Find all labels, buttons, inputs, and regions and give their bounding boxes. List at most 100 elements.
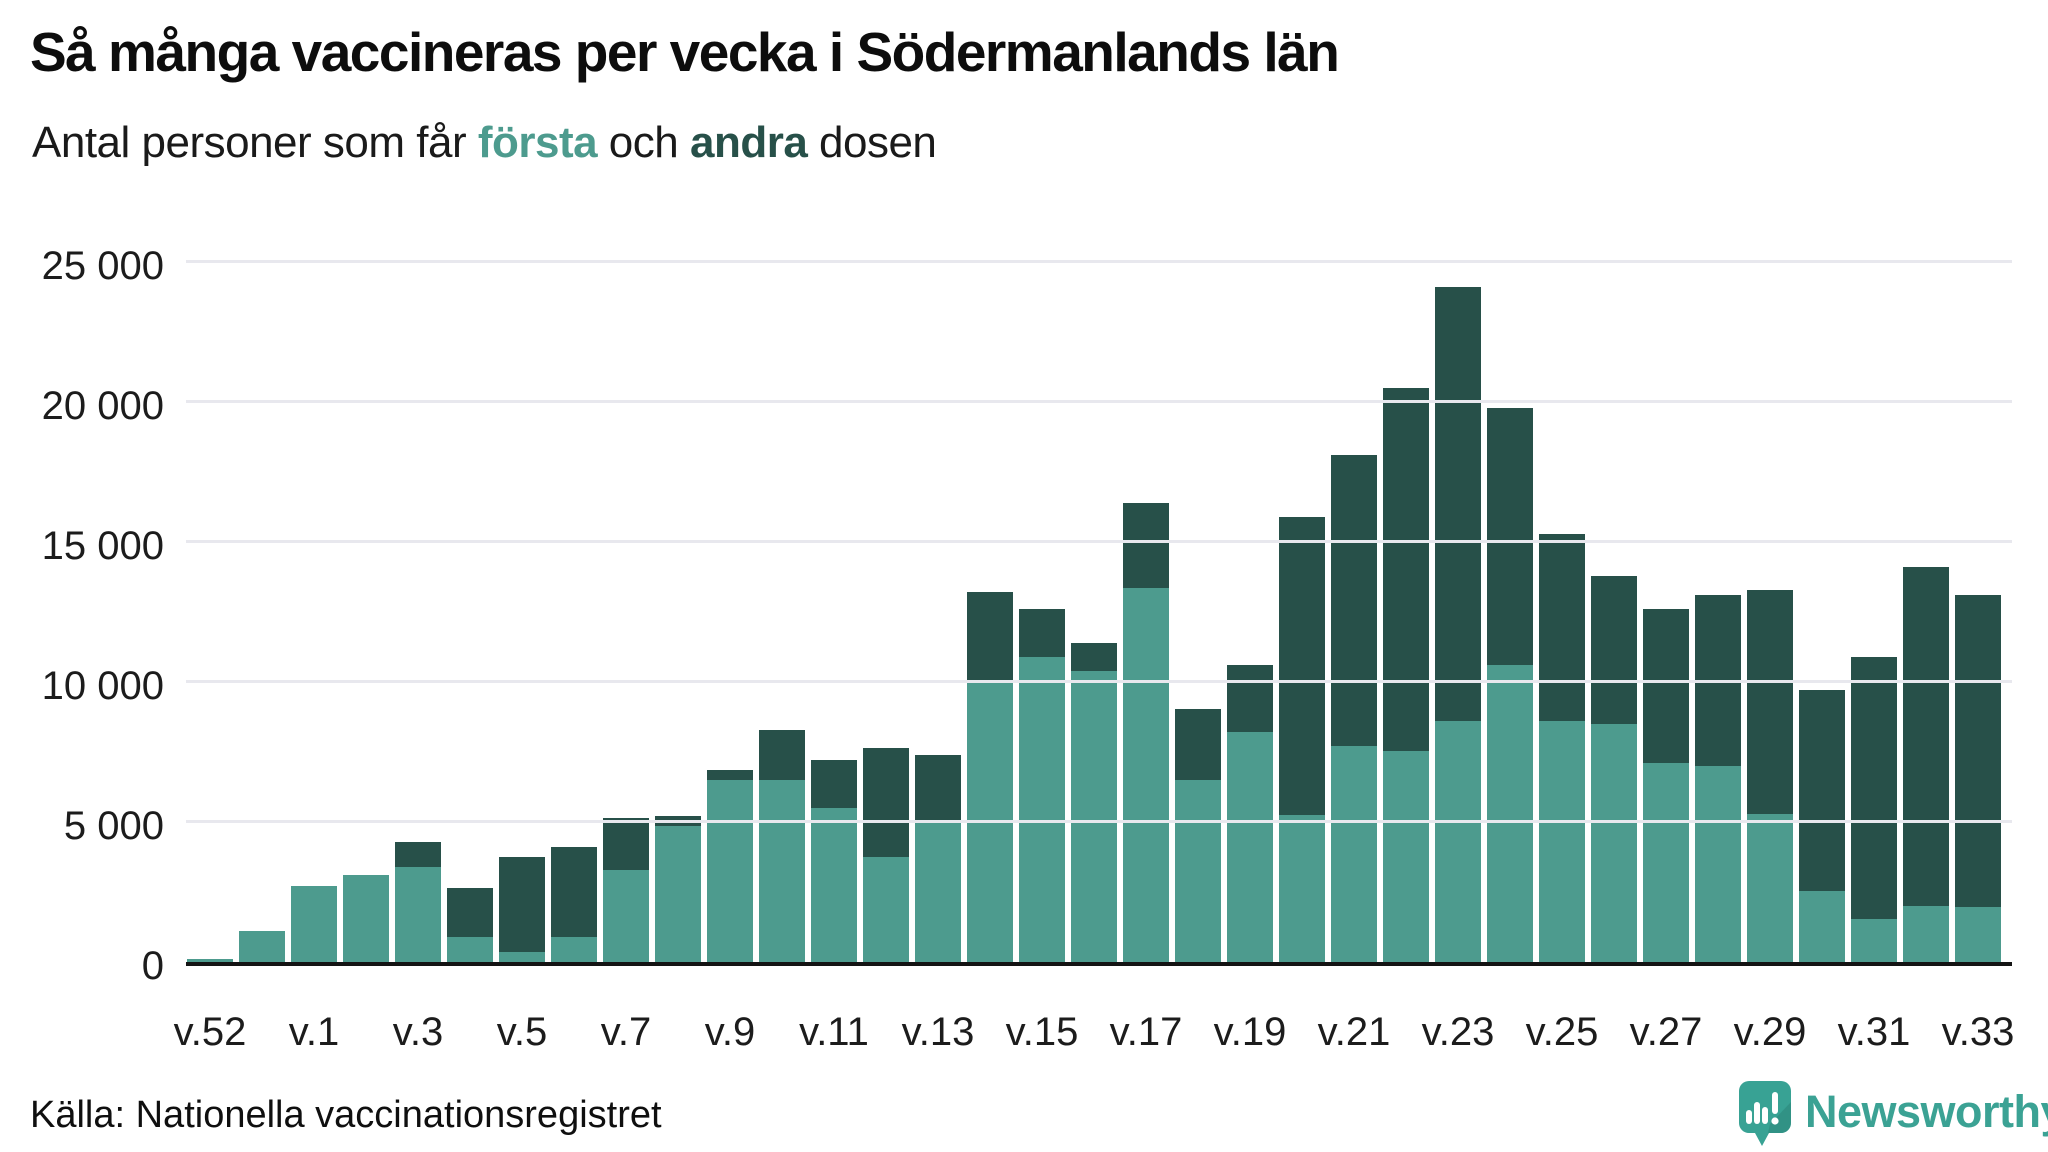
segment-andra-v.25 bbox=[1539, 533, 1585, 722]
bar-v.11 bbox=[811, 760, 857, 962]
segment-forsta-v.19 bbox=[1227, 732, 1273, 962]
segment-forsta-v.52 bbox=[187, 959, 233, 962]
segment-forsta-v.33 bbox=[1955, 907, 2001, 962]
segment-andra-v.15 bbox=[1019, 609, 1065, 657]
bar-v.18 bbox=[1175, 708, 1221, 962]
segment-andra-v.14 bbox=[967, 592, 1013, 682]
bar-v.22 bbox=[1383, 388, 1429, 962]
segment-andra-v.7 bbox=[603, 817, 649, 870]
bar-v.3 bbox=[395, 841, 441, 962]
bar-v.10 bbox=[759, 729, 805, 962]
x-tick-label-v.1: v.1 bbox=[288, 1010, 340, 1054]
gridline-25000 bbox=[186, 260, 2012, 263]
segment-andra-v.21 bbox=[1331, 455, 1377, 747]
plot-area bbox=[186, 206, 2012, 966]
y-tick-label-25000: 25 000 bbox=[41, 244, 164, 288]
bar-v.30 bbox=[1799, 690, 1845, 962]
bar-v.1 bbox=[291, 886, 337, 962]
segment-andra-v.18 bbox=[1175, 708, 1221, 780]
x-tick-label-v.33: v.33 bbox=[1941, 1010, 2015, 1054]
segment-andra-v.6 bbox=[551, 847, 597, 937]
x-tick-label-v.5: v.5 bbox=[496, 1010, 548, 1054]
segment-forsta-v.10 bbox=[759, 780, 805, 962]
segment-andra-v.13 bbox=[915, 754, 961, 824]
gridline-10000 bbox=[186, 680, 2012, 683]
source-note: Källa: Nationella vaccinationsregistret bbox=[30, 1094, 662, 1136]
x-tick-label-v.25: v.25 bbox=[1525, 1010, 1599, 1054]
bar-v.26 bbox=[1591, 575, 1637, 962]
segment-forsta-v.5 bbox=[499, 952, 545, 962]
bars-container bbox=[187, 206, 2001, 962]
segment-forsta-v.28 bbox=[1695, 766, 1741, 962]
segment-andra-v.3 bbox=[395, 841, 441, 867]
x-tick-label-v.15: v.15 bbox=[1005, 1010, 1079, 1054]
segment-andra-v.19 bbox=[1227, 665, 1273, 733]
segment-forsta-v.9 bbox=[707, 780, 753, 962]
bar-v.20 bbox=[1279, 516, 1325, 962]
segment-andra-v.24 bbox=[1487, 407, 1533, 666]
bar-v.13 bbox=[915, 754, 961, 962]
newsworthy-bubble-icon bbox=[1739, 1081, 1791, 1146]
segment-forsta-v.7 bbox=[603, 869, 649, 962]
bar-v.23 bbox=[1435, 287, 1481, 962]
x-tick-label-v.3: v.3 bbox=[392, 1010, 444, 1054]
segment-forsta-v.29 bbox=[1747, 813, 1793, 962]
x-tick-label-v.29: v.29 bbox=[1733, 1010, 1807, 1054]
bar-v.33 bbox=[1955, 595, 2001, 962]
segment-andra-v.16 bbox=[1071, 642, 1117, 671]
segment-forsta-v.13 bbox=[915, 823, 961, 962]
segment-forsta-v.20 bbox=[1279, 815, 1325, 962]
x-tick-label-v.13: v.13 bbox=[901, 1010, 975, 1054]
segment-andra-v.11 bbox=[811, 760, 857, 808]
bar-v.29 bbox=[1747, 589, 1793, 962]
segment-andra-v.30 bbox=[1799, 690, 1845, 891]
brand-wordmark: Newsworthy bbox=[1805, 1086, 2048, 1137]
y-tick-label-0: 0 bbox=[141, 944, 164, 988]
x-tick-label-v.27: v.27 bbox=[1629, 1010, 1703, 1054]
segment-andra-v.27 bbox=[1643, 609, 1689, 764]
bar-v.19 bbox=[1227, 665, 1273, 962]
segment-forsta-v.26 bbox=[1591, 724, 1637, 962]
segment-forsta-v.21 bbox=[1331, 746, 1377, 962]
segment-forsta-v.11 bbox=[811, 808, 857, 962]
bar-v.7 bbox=[603, 817, 649, 962]
bar-v.12 bbox=[863, 747, 909, 962]
segment-andra-v.31 bbox=[1851, 656, 1897, 919]
chart-title: Så många vaccineras per vecka i Söderman… bbox=[30, 21, 1340, 83]
segment-forsta-v.23 bbox=[1435, 721, 1481, 962]
bar-v.27 bbox=[1643, 609, 1689, 962]
segment-forsta-v.4 bbox=[447, 936, 493, 962]
bar-v.53 bbox=[239, 931, 285, 962]
bar-v.4 bbox=[447, 887, 493, 962]
segment-forsta-v.25 bbox=[1539, 721, 1585, 962]
x-tick-label-v.9: v.9 bbox=[704, 1010, 756, 1054]
bar-v.25 bbox=[1539, 533, 1585, 962]
segment-andra-v.23 bbox=[1435, 287, 1481, 722]
bar-v.16 bbox=[1071, 642, 1117, 962]
segment-forsta-v.27 bbox=[1643, 763, 1689, 962]
bar-v.14 bbox=[967, 592, 1013, 962]
bar-v.21 bbox=[1331, 455, 1377, 962]
y-tick-label-20000: 20 000 bbox=[41, 384, 164, 428]
segment-forsta-v.32 bbox=[1903, 906, 1949, 962]
segment-andra-v.17 bbox=[1123, 502, 1169, 589]
gridline-20000 bbox=[186, 400, 2012, 403]
x-tick-label-v.21: v.21 bbox=[1317, 1010, 1391, 1054]
segment-forsta-v.24 bbox=[1487, 665, 1533, 962]
segment-forsta-v.8 bbox=[655, 826, 701, 962]
x-tick-label-v.31: v.31 bbox=[1837, 1010, 1911, 1054]
segment-forsta-v.16 bbox=[1071, 670, 1117, 962]
bar-v.8 bbox=[655, 816, 701, 962]
gridline-5000 bbox=[186, 820, 2012, 823]
chart-subtitle: Antal personer som får första och andra … bbox=[32, 118, 937, 168]
x-tick-label-v.23: v.23 bbox=[1421, 1010, 1495, 1054]
legend-word: första bbox=[477, 118, 598, 167]
bar-v.28 bbox=[1695, 595, 1741, 962]
bar-v.2 bbox=[343, 875, 389, 962]
segment-forsta-v.12 bbox=[863, 857, 909, 962]
y-tick-label-15000: 15 000 bbox=[41, 524, 164, 568]
segment-forsta-v.17 bbox=[1123, 588, 1169, 962]
bar-v.52 bbox=[187, 959, 233, 962]
bar-v.32 bbox=[1903, 567, 1949, 962]
segment-forsta-v.1 bbox=[291, 886, 337, 962]
